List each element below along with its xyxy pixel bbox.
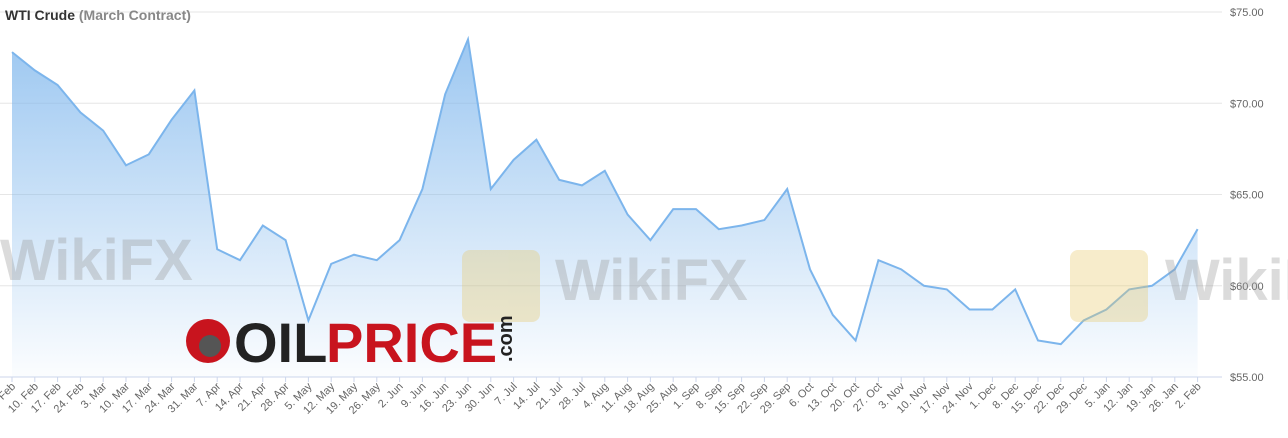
watermark: WikiFX [0, 228, 193, 293]
watermark: WikiFX [555, 248, 748, 313]
subtitle: (March Contract) [79, 7, 191, 23]
line [11, 35, 1199, 346]
logo-oil: OIL [234, 311, 327, 374]
y-tick-label: $75.00 [1230, 7, 1264, 19]
y-tick-label: $60.00 [1230, 281, 1264, 293]
chart-title: WTI Crude (March Contract) [5, 7, 191, 23]
area [12, 39, 1198, 377]
y-tick-label: $55.00 [1230, 372, 1264, 384]
logo-drop-inner [199, 335, 221, 357]
watermark: WikiFX [1165, 248, 1288, 313]
watermark-icon [1070, 250, 1148, 322]
logo: OIL PRICE .com [186, 311, 517, 374]
x-tick-label: 2. Jun [376, 381, 406, 411]
y-tick-label: $65.00 [1230, 190, 1264, 202]
title: WTI Crude [5, 7, 75, 23]
logo-price: PRICE [326, 311, 497, 374]
logo-suffix: .com [495, 315, 517, 362]
watermark-icon [462, 250, 540, 322]
y-tick-label: $70.00 [1230, 98, 1264, 110]
x-tick-label: 2. Feb [1173, 381, 1204, 412]
